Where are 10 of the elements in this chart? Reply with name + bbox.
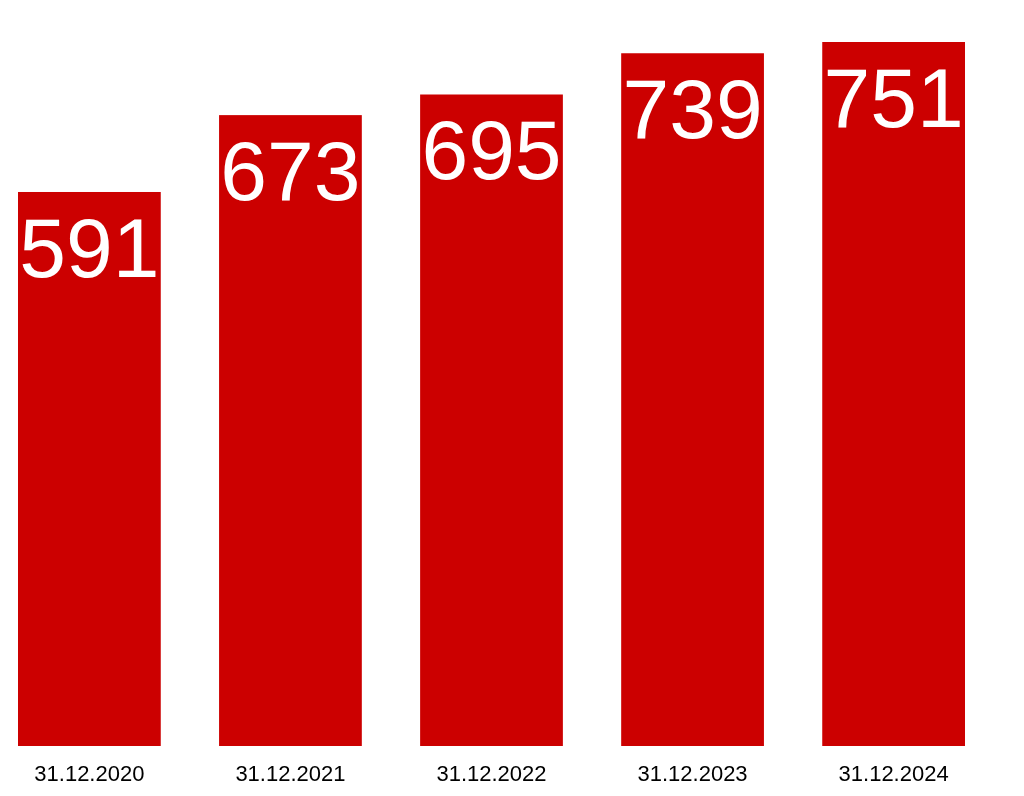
data-label: 751 [823,51,964,145]
x-tick-label: 31.12.2022 [436,761,547,786]
x-tick-label: 31.12.2021 [235,761,346,786]
data-label: 591 [19,200,160,295]
x-tick-label: 31.12.2023 [637,761,748,786]
data-label: 739 [622,62,763,157]
data-label: 695 [421,103,562,198]
data-label: 673 [220,124,361,219]
x-tick-label: 31.12.2024 [838,761,949,786]
x-tick-label: 31.12.2020 [34,761,145,786]
